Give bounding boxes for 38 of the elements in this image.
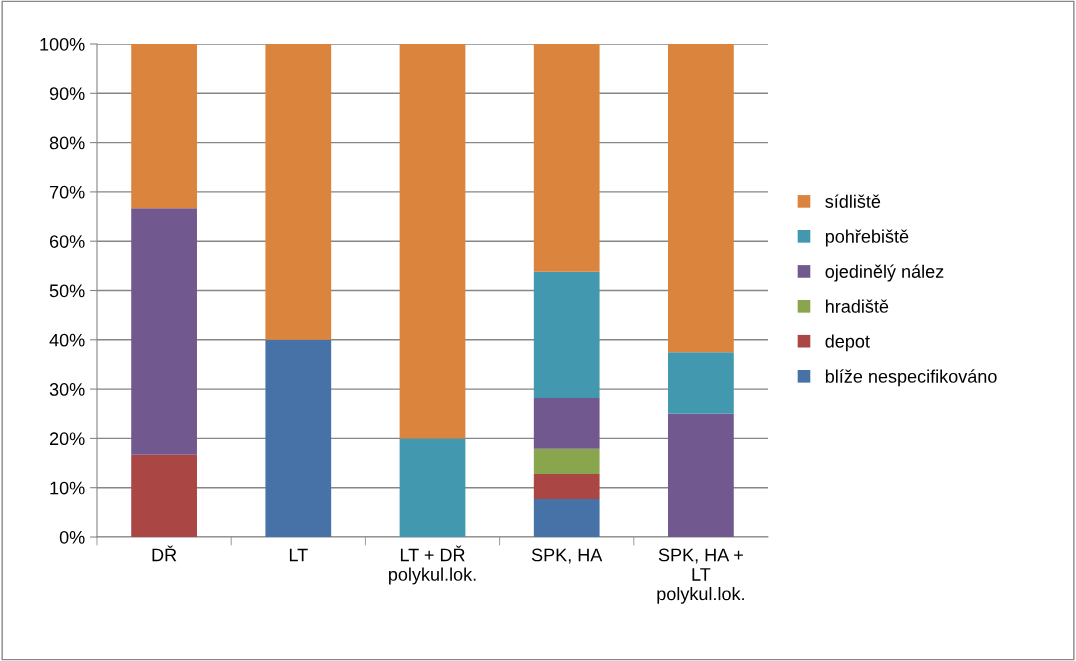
x-tick-label: SPK, HA bbox=[531, 548, 603, 564]
bar bbox=[131, 208, 197, 455]
legend-label: ojedinělý nález bbox=[825, 264, 944, 282]
x-tick-label: LT + DŘ polykul.lok. bbox=[389, 545, 476, 585]
y-tick-label: 80% bbox=[49, 136, 85, 150]
y-tick-label: 40% bbox=[49, 333, 85, 347]
bar bbox=[533, 473, 600, 500]
legend-label: blíže nespecifikováno bbox=[825, 369, 997, 387]
y-tick-label: 70% bbox=[49, 185, 85, 199]
bar bbox=[131, 44, 197, 209]
legend-label: depot bbox=[825, 334, 870, 352]
bar bbox=[533, 271, 600, 398]
y-tick-label: 100% bbox=[40, 37, 85, 51]
y-tick-label: 90% bbox=[49, 87, 85, 101]
legend-label: pohřebiště bbox=[825, 229, 909, 247]
bar bbox=[399, 438, 466, 537]
x-tick-label: SPK, HA + LT polykul.lok. bbox=[657, 548, 744, 604]
bar bbox=[533, 499, 600, 537]
y-tick-label: 50% bbox=[49, 284, 85, 298]
legend-label: sídliště bbox=[825, 194, 881, 208]
y-tick-label: 30% bbox=[49, 383, 85, 396]
x-tick-label: LT bbox=[289, 548, 308, 562]
bar bbox=[265, 44, 332, 340]
bar bbox=[265, 339, 332, 537]
bar bbox=[668, 352, 734, 414]
legend-label: hradiště bbox=[826, 299, 889, 313]
bar bbox=[668, 44, 734, 353]
bar bbox=[399, 44, 466, 439]
y-tick-label: 0% bbox=[59, 530, 85, 544]
y-tick-label: 10% bbox=[50, 481, 85, 495]
bar bbox=[131, 454, 197, 537]
y-tick-label: 60% bbox=[49, 235, 85, 248]
bar bbox=[533, 44, 600, 272]
bar bbox=[668, 413, 734, 537]
bar bbox=[533, 448, 600, 474]
x-tick-label: DŘ bbox=[152, 545, 177, 562]
y-tick-label: 20% bbox=[49, 432, 85, 446]
bar bbox=[533, 397, 600, 449]
